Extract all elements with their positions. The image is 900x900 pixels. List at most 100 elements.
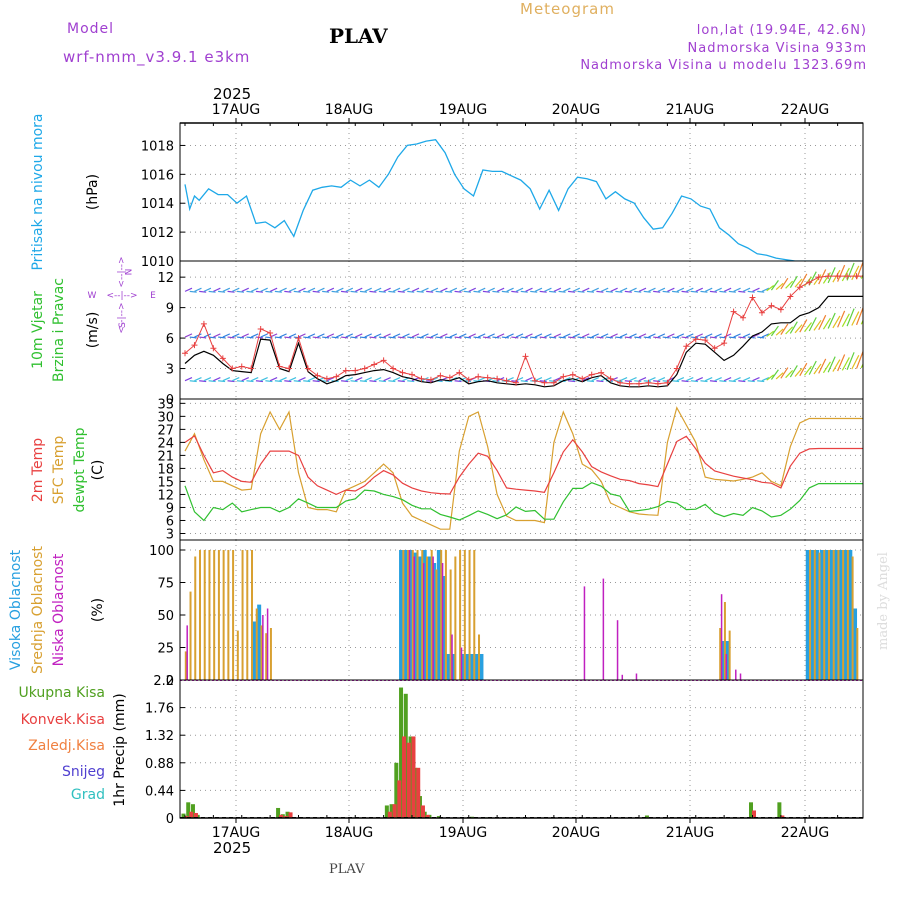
mid-cloud-bar xyxy=(851,556,854,680)
meteogram-title: Meteogram xyxy=(520,0,615,18)
wind-arrow xyxy=(260,287,268,292)
y-tick-label: 0 xyxy=(166,812,174,827)
date-label-top: 22AUG xyxy=(781,102,830,118)
wind-gust-marker xyxy=(749,294,756,301)
wind-arrow xyxy=(369,290,377,293)
wind-arrow xyxy=(544,287,552,292)
total-precip-bar xyxy=(389,804,394,818)
wind-gust-marker xyxy=(342,367,349,374)
wind-arrow xyxy=(789,321,798,334)
wind-arrow xyxy=(742,376,751,382)
wind-arrow xyxy=(227,290,235,293)
wind-arrow xyxy=(605,336,613,339)
wind-arrow xyxy=(563,287,571,292)
mid-cloud-bar xyxy=(842,550,845,680)
konvek-precip-bar xyxy=(402,736,407,818)
wind-arrow xyxy=(463,336,472,339)
date-label-bottom: 18AUG xyxy=(325,825,374,841)
text-layer: 17AUG 17AUG 18AUG 18AUG 19AUG 19AUG 20AUG 20AUG… xyxy=(8,102,829,841)
wind-arrow xyxy=(250,333,259,338)
wind-arrow xyxy=(742,287,751,292)
wind-arrow xyxy=(397,380,405,383)
total-precip-bar xyxy=(644,815,649,818)
wind-arrow xyxy=(184,376,193,382)
wind-arrow xyxy=(298,333,306,338)
mid-cloud-bar xyxy=(728,630,731,680)
wind-gust-marker xyxy=(304,365,311,372)
mid-cloud-bar xyxy=(449,569,452,680)
wind-arrow xyxy=(822,272,831,284)
total-precip-bar xyxy=(181,813,186,818)
wind-arrow xyxy=(676,376,685,382)
wind-arrow xyxy=(373,287,382,292)
y-tick-label: 0.44 xyxy=(145,784,174,799)
wind-arrow xyxy=(189,290,197,293)
wind-gust-marker xyxy=(607,375,614,382)
wind-arrow xyxy=(657,287,666,292)
wind-arrow xyxy=(653,380,661,383)
wind-arrow xyxy=(846,308,855,327)
wind-arrow xyxy=(690,336,699,339)
wind-arrow xyxy=(846,262,855,281)
konvek-precip-bar xyxy=(387,811,392,818)
wind-arrow xyxy=(808,360,817,375)
wind-arrow xyxy=(638,287,647,292)
panel-frame xyxy=(179,539,864,681)
mid-cloud-bar xyxy=(198,550,201,680)
mid-cloud-bar xyxy=(435,569,438,680)
wind-arrow xyxy=(643,380,651,383)
wind-arrow xyxy=(241,376,249,382)
high-cloud-bar xyxy=(474,654,479,680)
wind-arrow xyxy=(525,333,533,338)
wind-arrow xyxy=(681,290,689,293)
wind-gust-marker xyxy=(560,373,567,380)
y-tick-label: 6 xyxy=(166,332,174,347)
wind-arrow xyxy=(549,336,557,339)
wind-arrow xyxy=(189,380,197,383)
wind-gust-marker xyxy=(238,363,245,370)
wind-arrow xyxy=(638,376,647,382)
wind-arrow xyxy=(411,287,420,292)
wind-gust-marker xyxy=(834,273,841,280)
y-tick-label: 1.76 xyxy=(145,702,174,717)
wind-arrow xyxy=(496,333,505,338)
wind-arrow xyxy=(690,290,699,293)
wind-gust-marker xyxy=(673,365,680,372)
wind-arrow xyxy=(549,380,557,383)
panel-frame xyxy=(179,398,864,541)
wind-arrow xyxy=(269,376,278,382)
wind-arrow xyxy=(336,333,344,338)
wind-arrow xyxy=(492,336,500,339)
high-cloud-bar xyxy=(815,550,820,680)
wind-arrow xyxy=(383,333,391,338)
wind-arrow xyxy=(255,336,264,339)
wind-arrow xyxy=(378,290,386,293)
wind-arrow xyxy=(407,290,415,293)
high-cloud-bar xyxy=(399,550,404,680)
wind-arrow xyxy=(643,336,651,339)
pressure-title: Pritisak na nivou mora xyxy=(30,113,46,270)
mid-cloud-bar xyxy=(407,550,410,680)
wind-gust-marker xyxy=(598,369,605,376)
mid-cloud-bar xyxy=(411,550,414,680)
wind-arrow xyxy=(284,380,292,383)
wind-arrow xyxy=(757,336,765,339)
high-cloud-bar xyxy=(725,641,730,680)
wind-arrow xyxy=(813,363,822,375)
mid-cloud-bar xyxy=(823,550,826,680)
wind-arrow xyxy=(350,290,358,293)
wind-arrow xyxy=(775,328,784,336)
wind-arrow xyxy=(340,336,349,339)
wind-arrow xyxy=(184,287,193,292)
mid-cloud-bar xyxy=(478,634,481,680)
wind-arrow xyxy=(435,336,443,339)
y-tick-label: 18 xyxy=(157,462,174,477)
wind-arrow xyxy=(667,333,675,338)
wind-arrow xyxy=(752,376,760,382)
wind-arrow xyxy=(501,336,509,339)
wind-arrow xyxy=(317,287,325,292)
wind-arrow xyxy=(430,287,439,292)
wind-arrow xyxy=(411,376,420,382)
wind-gust-marker xyxy=(711,345,718,352)
konvek-precip-bar xyxy=(425,814,430,818)
